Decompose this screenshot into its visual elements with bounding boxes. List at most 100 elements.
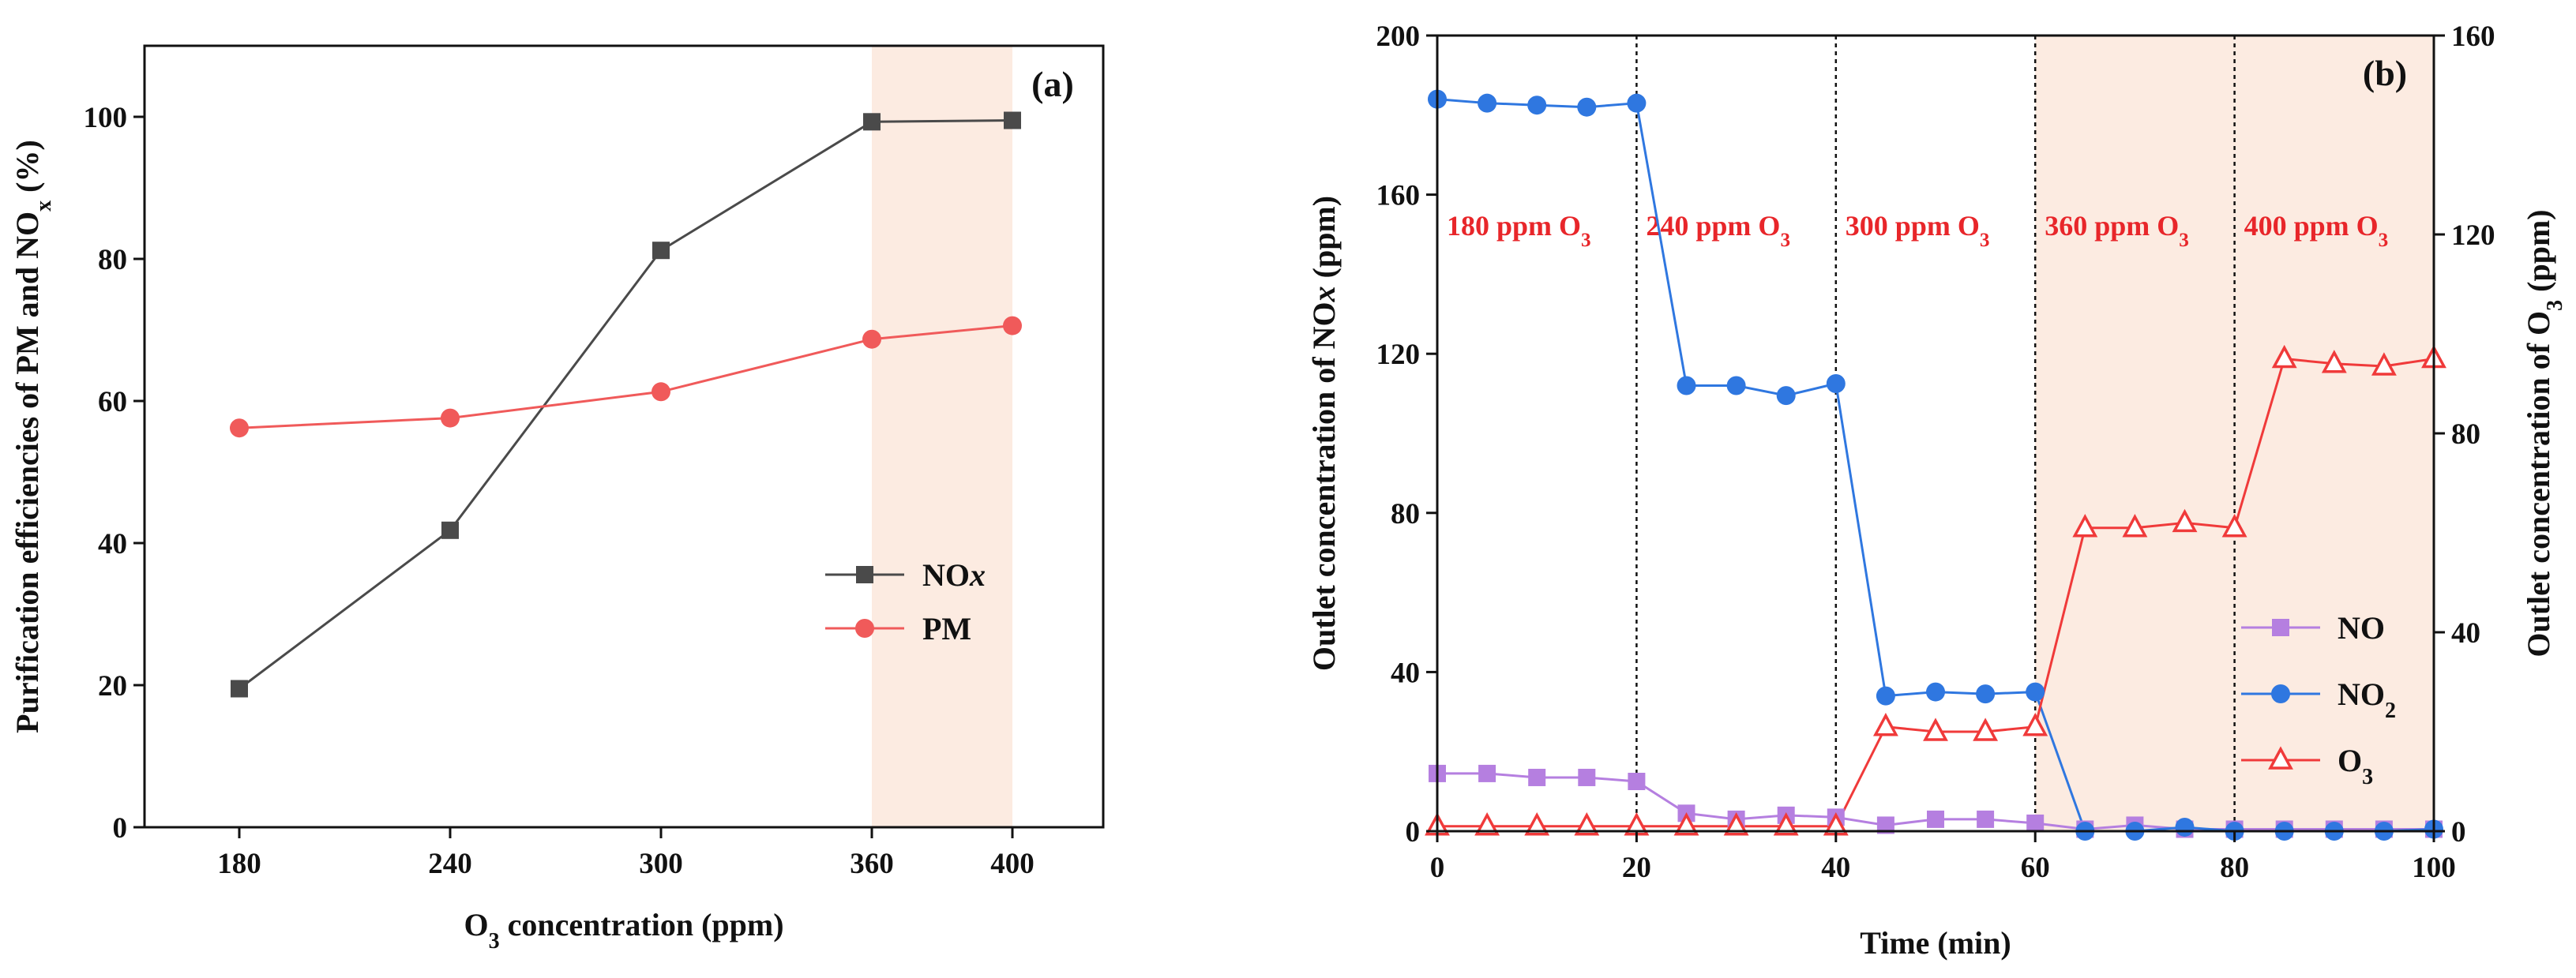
y-left-tick-label-b-part: 40 — [1391, 657, 1420, 689]
data-point-NO2 — [1776, 386, 1796, 406]
data-point-O3 — [2371, 352, 2397, 376]
data-point-PM — [652, 382, 670, 402]
data-point-NO — [1478, 764, 1496, 782]
data-point-O3 — [1773, 812, 1799, 836]
period-label-part: 3 — [2179, 230, 2189, 251]
y-right-tick-label-b-part: 80 — [2451, 418, 2480, 451]
data-point-O3 — [2172, 508, 2198, 533]
data-point-NO — [1628, 773, 1646, 790]
y-left-tick-label-b: 0 — [1406, 816, 1421, 849]
legend-label-NOx-part: x — [969, 557, 986, 593]
period-label-part: 300 ppm O — [1846, 210, 1980, 242]
data-point-NO2 — [1677, 376, 1696, 395]
y-left-tick-label-b-part: 200 — [1376, 21, 1421, 53]
y-right-tick-label-b-part: 160 — [2451, 21, 2495, 53]
y-tick-label-a: 60 — [98, 386, 127, 418]
plot-frame-a — [143, 44, 1105, 829]
y-tick-label-a-part: 20 — [98, 670, 127, 703]
x-tick-label-a-part: 300 — [639, 848, 683, 880]
y-left-tick-label-b: 40 — [1391, 657, 1420, 689]
x-axis-title-b-part: Time (min) — [1860, 925, 2011, 961]
data-point-O3 — [2072, 514, 2098, 538]
data-point-NO2 — [1527, 96, 1547, 115]
y-right-tick-label-b-part: 120 — [2451, 219, 2495, 252]
y-tick-label-a: 0 — [113, 812, 128, 845]
x-tick-label-b-part: 20 — [1622, 852, 1651, 884]
x-axis-title-b: Time (min) — [1860, 925, 2011, 961]
legend-label-PM-part: PM — [922, 611, 971, 646]
period-label: 360 ppm O3 — [2045, 210, 2189, 251]
x-tick-label-a: 400 — [990, 848, 1035, 880]
y-tick-label-a-part: 0 — [113, 812, 128, 845]
x-axis-title-a-part: O — [464, 907, 488, 942]
legend-label-NO: NO — [2338, 610, 2385, 646]
y-left-tick-label-b-part: 120 — [1376, 339, 1421, 371]
data-point-NOx — [652, 242, 670, 260]
y-tick-label-a: 20 — [98, 670, 127, 703]
data-point-NO — [1578, 768, 1596, 786]
period-label: 400 ppm O3 — [2244, 210, 2389, 251]
y-left-tick-label-b-part: 160 — [1376, 180, 1421, 212]
y-right-tick-label-b: 160 — [2451, 21, 2495, 53]
y-right-axis-title-b-part: (ppm) — [2521, 209, 2556, 299]
data-point-NO — [1927, 810, 1944, 828]
data-point-NOx — [231, 680, 248, 698]
data-point-PM — [230, 418, 249, 438]
y-tick-label-a: 80 — [98, 244, 127, 276]
y-right-tick-label-b-part: 0 — [2451, 816, 2466, 849]
data-point-O3 — [1872, 713, 1898, 736]
x-tick-label-b: 100 — [2412, 852, 2456, 884]
x-tick-label-a: 240 — [428, 848, 472, 880]
y-right-tick-label-b: 120 — [2451, 219, 2495, 252]
panel-label-a-part: (a) — [1031, 64, 1074, 104]
x-tick-label-a: 180 — [217, 848, 261, 880]
data-point-NO2 — [1627, 93, 1647, 113]
y-right-tick-label-b: 40 — [2451, 617, 2480, 650]
data-point-O3 — [2221, 514, 2247, 538]
period-label: 240 ppm O3 — [1646, 210, 1790, 251]
x-tick-label-a: 360 — [850, 848, 894, 880]
y-axis-title-a-part: Purification efficiencies of PM and NO — [9, 212, 45, 733]
legend-label-O3: O3 — [2338, 743, 2373, 789]
period-label-part: 360 ppm O — [2045, 210, 2179, 242]
y-left-tick-label-b: 120 — [1376, 339, 1421, 371]
data-point-NO — [2026, 814, 2045, 832]
y-tick-label-a-part: 80 — [98, 244, 127, 276]
data-point-O3 — [1973, 718, 1999, 741]
y-left-tick-label-b: 200 — [1376, 21, 1421, 53]
x-tick-label-b-part: 40 — [1821, 852, 1850, 884]
panel-b: 180 ppm O3 240 ppm O3 300 ppm O3 360 ppm O3… — [1306, 21, 2567, 961]
period-label-part: 3 — [1980, 230, 1990, 251]
data-point-NO2 — [1976, 684, 1996, 704]
data-point-O3 — [1524, 812, 1550, 836]
data-point-O3 — [1723, 812, 1749, 836]
data-point-O3 — [1574, 812, 1600, 836]
period-label-part: 3 — [1780, 230, 1790, 251]
x-axis-title-a-part: concentration (ppm) — [500, 907, 784, 942]
data-point-NOx — [441, 521, 459, 539]
data-point-NO — [1528, 768, 1546, 786]
legend-marker-NOx — [856, 566, 873, 583]
y-right-axis-title-b: Outlet concentration of O3 (ppm) — [2521, 209, 2567, 657]
legend-marker-PM — [855, 619, 874, 638]
data-point-NO2 — [1577, 97, 1597, 117]
x-tick-label-b-part: 100 — [2412, 852, 2456, 884]
data-point-NO — [1977, 810, 1995, 828]
period-label: 180 ppm O3 — [1447, 210, 1591, 251]
legend-label-NO2-part: 2 — [2385, 699, 2396, 723]
data-point-NO2 — [1726, 376, 1746, 395]
x-tick-label-a-part: 240 — [428, 848, 472, 880]
y-right-tick-label-b: 0 — [2451, 816, 2466, 849]
period-label: 300 ppm O3 — [1846, 210, 1990, 251]
legend-label-NO2-part: NO — [2338, 676, 2385, 712]
x-tick-label-b-part: 80 — [2220, 852, 2249, 884]
legend-label-O3-part: 3 — [2362, 765, 2373, 789]
data-point-O3 — [2122, 514, 2148, 538]
x-axis-title-a-part: 3 — [489, 929, 500, 954]
x-tick-label-a-part: 180 — [217, 848, 261, 880]
period-label-part: 3 — [2379, 230, 2389, 251]
panel-label-b: (b) — [2363, 53, 2407, 93]
panel-a: 0 20 40 60 80 100 180 240 300 360 400 O3 concentrat… — [9, 44, 1105, 954]
data-point-O3 — [2022, 713, 2048, 736]
